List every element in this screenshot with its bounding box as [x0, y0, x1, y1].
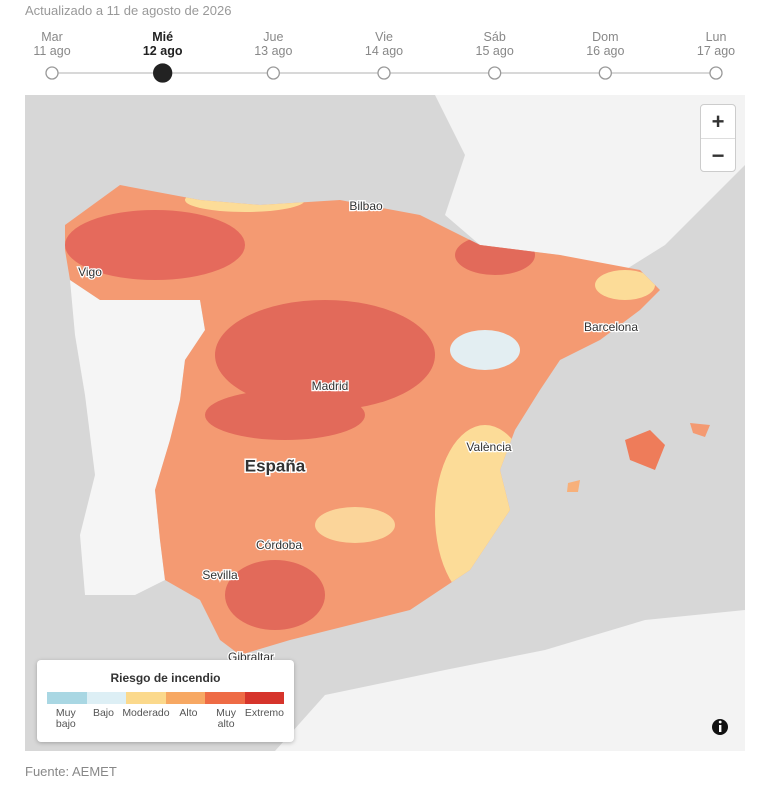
france-land [435, 95, 745, 270]
legend-label: Muy alto [216, 707, 236, 730]
mallorca [625, 430, 665, 470]
legend-label: Moderado [122, 707, 170, 719]
africa-land [275, 610, 745, 751]
legend-labels: Muy bajo Bajo Moderado Alto Muy alto Extremo [47, 708, 284, 730]
day-name: Mié [152, 30, 173, 44]
day-dot[interactable] [598, 66, 612, 80]
legend-swatch [126, 692, 166, 704]
day-name: Lun [706, 30, 727, 44]
day-date: 13 ago [254, 44, 292, 58]
legend-swatch [244, 692, 284, 704]
legend-label: Extremo [244, 707, 284, 719]
place-label: España [245, 456, 306, 475]
day-name: Dom [592, 30, 618, 44]
day-date: 17 ago [697, 44, 735, 58]
day-name: Vie [375, 30, 393, 44]
legend-label: Alto [179, 707, 198, 719]
day-name: Jue [263, 30, 283, 44]
day-date: 16 ago [586, 44, 624, 58]
place-label: Córdoba [256, 538, 302, 552]
legend: Riesgo de incendio Muy bajo Bajo Moderado A… [37, 660, 294, 742]
place-label: Madrid [312, 379, 349, 393]
menorca [690, 423, 710, 437]
ibiza [567, 480, 580, 492]
info-icon[interactable] [712, 719, 728, 735]
place-label: Barcelona [584, 320, 638, 334]
day-dot[interactable] [709, 66, 723, 80]
day-name: Sáb [484, 30, 506, 44]
source: Fuente: AEMET [25, 764, 117, 779]
day-name: Mar [41, 30, 63, 44]
legend-bar [47, 692, 284, 704]
legend-swatch [47, 692, 87, 704]
map: Bilbao Vigo Barcelona Madrid València España C… [25, 95, 745, 751]
legend-title: Riesgo de incendio [110, 671, 221, 685]
updated-text: Actualizado a 11 de agosto de 2026 [25, 3, 232, 18]
day-dot[interactable] [153, 63, 173, 83]
legend-label: Bajo [92, 707, 114, 719]
legend-swatch [205, 692, 245, 704]
legend-label: Muy bajo [55, 707, 76, 730]
day-date: 15 ago [476, 44, 514, 58]
zoom-in-button[interactable]: + [711, 109, 725, 134]
place-label: Bilbao [349, 199, 383, 213]
day-date: 11 ago [33, 44, 70, 58]
day-dot[interactable] [488, 66, 502, 80]
zoom-out-button[interactable]: − [701, 138, 735, 172]
legend-swatch [86, 692, 126, 704]
day-dot[interactable] [45, 66, 59, 80]
place-label: València [466, 440, 511, 454]
day-date: 12 ago [143, 44, 183, 58]
place-label: Sevilla [202, 568, 238, 582]
day-date: 14 ago [365, 44, 403, 58]
day-dot[interactable] [377, 66, 391, 80]
portugal-land [70, 280, 205, 595]
place-label: Vigo [78, 265, 102, 279]
legend-swatch [165, 692, 205, 704]
day-dot[interactable] [266, 66, 280, 80]
zoom-controls: + − [700, 104, 736, 172]
